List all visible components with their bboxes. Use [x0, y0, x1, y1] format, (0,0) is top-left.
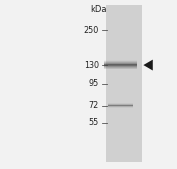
- Bar: [104, 68, 137, 69]
- Bar: [108, 105, 133, 106]
- Bar: [104, 62, 137, 63]
- Bar: [104, 66, 137, 67]
- Bar: [104, 63, 137, 64]
- Bar: [106, 5, 142, 162]
- Bar: [108, 106, 133, 107]
- Text: 130: 130: [84, 61, 99, 70]
- Text: 95: 95: [89, 79, 99, 88]
- Bar: [104, 69, 137, 70]
- Bar: [108, 103, 133, 104]
- Bar: [108, 104, 133, 105]
- Text: kDa: kDa: [90, 5, 107, 14]
- Bar: [104, 61, 137, 62]
- Bar: [108, 107, 133, 108]
- Text: 55: 55: [89, 118, 99, 127]
- Text: 250: 250: [84, 26, 99, 35]
- Text: 72: 72: [89, 101, 99, 110]
- Bar: [104, 65, 137, 66]
- Bar: [104, 60, 137, 61]
- Polygon shape: [143, 60, 153, 70]
- Bar: [104, 67, 137, 68]
